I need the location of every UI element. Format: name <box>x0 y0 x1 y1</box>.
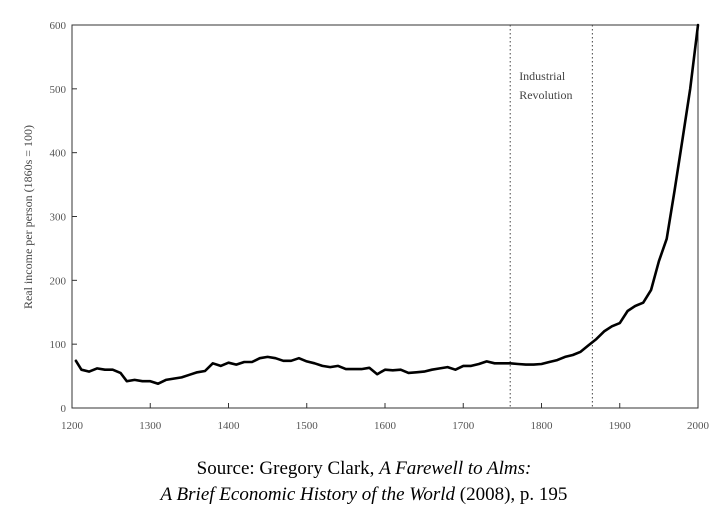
plot-frame <box>71 24 699 409</box>
y-tick-label-400: 400 <box>50 148 67 160</box>
y-tick-label-500: 500 <box>50 84 67 96</box>
y-axis-title: Real income per person (1860s = 100) <box>21 125 35 309</box>
tick-labels: 1200 1300 1400 1500 1600 1700 1800 1900 2000 0 100… <box>50 20 710 432</box>
annotations: Industrial Revolution <box>519 69 572 102</box>
series-line-real-income <box>74 23 700 385</box>
x-tick-label-1200: 1200 <box>61 420 84 432</box>
y-tick-label-200: 200 <box>50 275 67 287</box>
source-caption: Source: Gregory Clark, A Farewell to Alm… <box>0 456 728 508</box>
caption-book-title: A Farewell to Alms: <box>379 458 532 479</box>
x-tick-label-1500: 1500 <box>296 420 319 432</box>
annotation-line-2: Revolution <box>519 88 572 102</box>
x-tick-label-1600: 1600 <box>374 420 397 432</box>
y-tick-label-300: 300 <box>50 212 67 224</box>
caption-line-1: Source: Gregory Clark, A Farewell to Alm… <box>0 456 728 482</box>
caption-source-prefix: Source: Gregory Clark, <box>196 458 380 479</box>
caption-book-subtitle: A Brief Economic History of the World <box>160 484 456 505</box>
x-tick-label-1900: 1900 <box>609 420 632 432</box>
y-tick-label-600: 600 <box>50 20 67 32</box>
annotation-line-1: Industrial <box>519 69 566 83</box>
y-tick-label-100: 100 <box>50 339 67 351</box>
axis-ticks <box>71 24 699 409</box>
x-tick-label-1800: 1800 <box>531 420 554 432</box>
caption-line-2: A Brief Economic History of the World (2… <box>0 482 728 508</box>
caption-publication-info: (2008), p. 195 <box>455 484 568 505</box>
x-tick-label-1300: 1300 <box>139 420 162 432</box>
x-tick-label-2000: 2000 <box>687 420 710 432</box>
x-tick-label-1400: 1400 <box>218 420 241 432</box>
line-chart: 1200 1300 1400 1500 1600 1700 1800 1900 2000 0 100… <box>21 20 710 432</box>
y-tick-label-0: 0 <box>61 403 67 415</box>
x-tick-label-1700: 1700 <box>452 420 475 432</box>
